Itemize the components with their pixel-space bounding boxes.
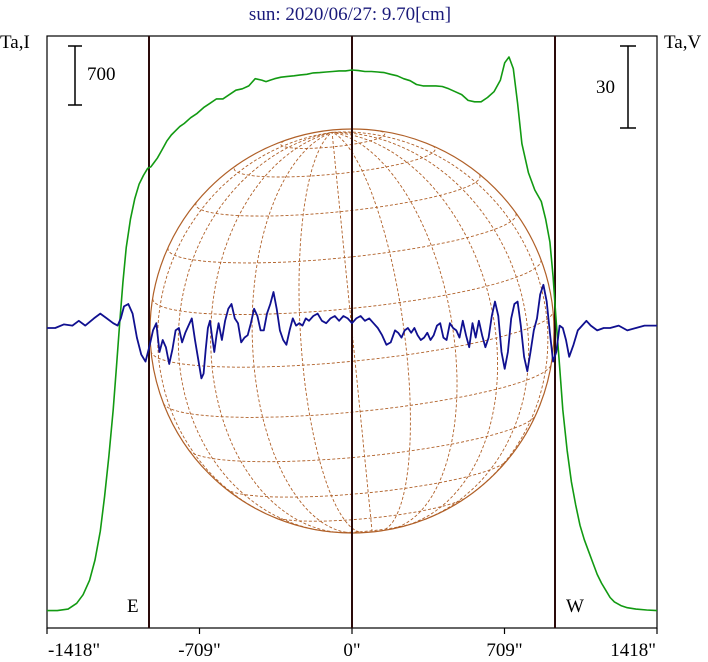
meridian-line — [331, 131, 411, 532]
meridian-line — [251, 131, 352, 534]
parallel-line — [152, 260, 542, 315]
parallel-line — [233, 144, 436, 178]
x-tick-label: 1418" — [610, 640, 656, 661]
x-tick-label: -1418" — [48, 640, 100, 661]
parallel-line — [280, 129, 386, 149]
meridian-line — [210, 131, 336, 533]
x-tick-label: -709" — [178, 640, 221, 661]
right-scale-bar — [620, 45, 636, 129]
meridian-line — [331, 132, 373, 533]
x-tick-label: 709" — [486, 640, 522, 661]
x-tick-label: 0" — [343, 640, 360, 661]
parallel-line — [195, 173, 481, 217]
left-scale-bar — [68, 45, 82, 106]
left-axis-label: Ta,I — [0, 32, 30, 53]
parallel-line — [225, 460, 508, 498]
x-axis-ticks: -1418" -709" 0" 709" 1418" — [46, 628, 658, 661]
parallel-line — [188, 415, 536, 463]
stokes-v-curve — [47, 283, 657, 380]
right-scale-value: 30 — [596, 77, 615, 98]
left-scale-value: 700 — [87, 64, 116, 85]
parallel-line — [163, 364, 552, 418]
west-label: W — [566, 596, 584, 617]
meridian-line — [332, 131, 549, 492]
east-label: E — [127, 596, 139, 617]
parallel-line — [167, 212, 517, 264]
meridian-line — [177, 131, 333, 531]
chart-title: sun: 2020/06/27: 9.70[cm] — [249, 4, 451, 25]
parallel-line — [150, 310, 554, 368]
parallel-line — [274, 497, 466, 522]
right-axis-label: Ta,V — [664, 32, 701, 53]
meridian-line — [332, 131, 499, 526]
meridian-line — [157, 131, 333, 513]
stokes-i-curve — [47, 56, 658, 612]
meridian-line — [298, 131, 365, 534]
